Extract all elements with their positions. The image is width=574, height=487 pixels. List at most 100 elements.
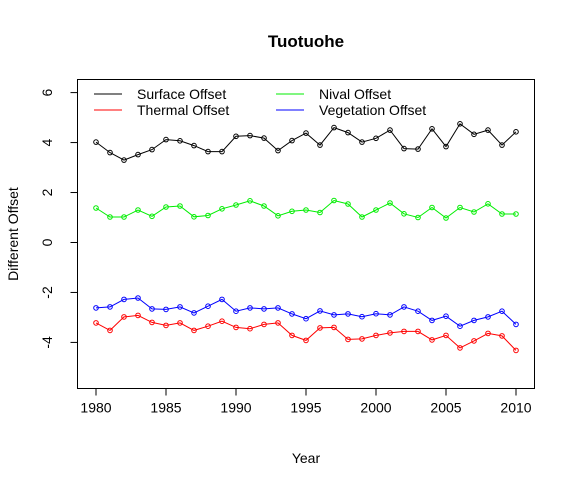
data-point [331, 124, 337, 131]
legend-label: Vegetation Offset [319, 102, 426, 118]
data-point [485, 314, 491, 320]
data-point [205, 212, 211, 219]
data-point [373, 332, 379, 339]
series-layer [93, 121, 519, 354]
x-tick-label: 1995 [290, 400, 321, 416]
data-point [163, 322, 169, 329]
data-point [121, 296, 127, 303]
data-point [401, 145, 407, 152]
data-point [415, 328, 421, 335]
data-point [289, 137, 295, 144]
data-point [107, 304, 113, 310]
data-point [149, 146, 155, 153]
y-tick-label: 6 [39, 88, 55, 96]
data-point [429, 317, 435, 324]
x-tick-label: 2005 [430, 400, 461, 416]
x-tick-label: 2010 [500, 400, 531, 416]
y-tick-label: -2 [39, 286, 55, 299]
data-point [289, 208, 295, 215]
data-point [121, 214, 127, 220]
data-point [401, 304, 407, 310]
data-point [261, 135, 267, 141]
data-point [205, 148, 211, 155]
data-point [513, 129, 519, 135]
data-point [135, 295, 141, 301]
data-point [457, 323, 463, 330]
data-point [121, 157, 127, 163]
data-point [471, 131, 477, 138]
data-point [93, 305, 99, 311]
series-surface-offset [93, 121, 519, 163]
data-point [331, 197, 337, 204]
data-point [205, 323, 211, 330]
data-point [317, 308, 323, 314]
data-point [359, 139, 365, 145]
x-tick-label: 2000 [360, 400, 391, 416]
data-point [513, 321, 519, 328]
data-point [387, 200, 393, 206]
data-point [303, 315, 309, 322]
data-point [471, 317, 477, 324]
data-point [499, 211, 505, 217]
data-point [359, 313, 365, 320]
data-point [135, 151, 141, 158]
data-point [233, 202, 239, 208]
series-line [95, 314, 517, 351]
data-point [191, 327, 197, 334]
legend-label: Surface Offset [137, 86, 226, 102]
data-point [177, 203, 183, 209]
data-point [373, 135, 379, 142]
data-point [345, 336, 351, 343]
data-point [387, 330, 393, 336]
plot-frame [77, 79, 535, 389]
data-point [261, 306, 267, 312]
data-point [135, 207, 141, 213]
legend-label: Thermal Offset [137, 102, 229, 118]
chart-title: Tuotuohe [268, 32, 344, 51]
data-point [247, 305, 253, 311]
data-point [163, 204, 169, 210]
y-axis: -4 -2 0 2 4 6 [39, 88, 78, 349]
data-point [443, 215, 449, 221]
data-point [149, 319, 155, 326]
data-point [387, 312, 393, 318]
x-tick-label: 1980 [80, 400, 111, 416]
data-point [219, 148, 225, 155]
data-point [219, 296, 225, 303]
data-point [233, 308, 239, 315]
y-tick-label: -4 [39, 336, 55, 349]
data-point [373, 310, 379, 317]
series-nival-offset [93, 197, 519, 221]
data-point [443, 313, 449, 320]
y-tick-label: 4 [39, 138, 55, 146]
data-point [107, 149, 113, 156]
data-point [233, 324, 239, 331]
data-point [275, 147, 281, 154]
data-point [93, 139, 99, 145]
data-point [471, 209, 477, 215]
data-point [429, 204, 435, 211]
data-point [177, 138, 183, 144]
data-point [345, 201, 351, 207]
data-point [163, 306, 169, 313]
data-point [191, 310, 197, 316]
data-point [317, 209, 323, 216]
data-point [205, 303, 211, 310]
data-point [331, 324, 337, 331]
x-axis-label: Year [292, 450, 321, 466]
data-point [457, 204, 463, 211]
data-point [471, 338, 477, 344]
data-point [261, 203, 267, 209]
data-point [247, 198, 253, 204]
data-point [429, 337, 435, 343]
data-point [275, 320, 281, 326]
data-point [107, 214, 113, 220]
data-point [163, 136, 169, 143]
y-tick-label: 0 [39, 238, 55, 246]
data-point [359, 336, 365, 342]
data-point [149, 213, 155, 220]
data-point [219, 206, 225, 212]
x-tick-label: 1990 [220, 400, 251, 416]
data-point [93, 205, 99, 211]
